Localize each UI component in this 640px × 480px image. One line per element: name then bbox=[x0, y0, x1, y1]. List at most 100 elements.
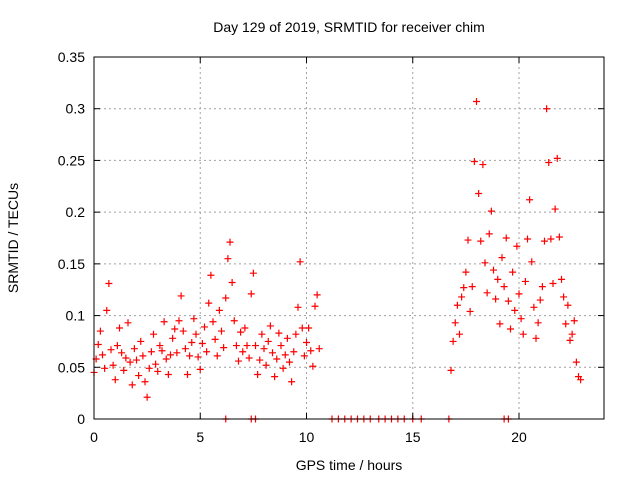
data-point bbox=[447, 366, 455, 374]
x-axis-label: GPS time / hours bbox=[296, 457, 403, 473]
data-point bbox=[247, 290, 255, 298]
data-point bbox=[126, 358, 134, 366]
data-point bbox=[143, 393, 151, 401]
data-point bbox=[451, 319, 459, 327]
data-point bbox=[133, 356, 140, 364]
data-point bbox=[215, 306, 223, 314]
y-tick-label: 0 bbox=[77, 411, 85, 427]
data-point bbox=[541, 237, 548, 245]
x-tick-label: 10 bbox=[299, 429, 315, 445]
data-point bbox=[162, 355, 170, 363]
data-point bbox=[113, 342, 121, 350]
data-point bbox=[547, 235, 555, 243]
data-point bbox=[141, 378, 149, 386]
data-point bbox=[96, 327, 104, 335]
data-point bbox=[122, 354, 130, 362]
data-point bbox=[515, 290, 523, 298]
data-point bbox=[101, 364, 109, 372]
x-tick-label: 20 bbox=[511, 429, 527, 445]
data-point bbox=[570, 317, 578, 325]
data-point bbox=[158, 347, 166, 355]
data-point bbox=[298, 324, 306, 332]
data-point bbox=[462, 268, 470, 276]
data-point bbox=[228, 278, 236, 286]
data-point bbox=[294, 303, 302, 311]
chart-title: Day 129 of 2019, SRMTID for receiver chi… bbox=[213, 19, 485, 35]
data-point bbox=[260, 345, 268, 353]
data-point bbox=[564, 301, 572, 309]
data-point bbox=[230, 317, 238, 325]
data-point bbox=[160, 318, 168, 326]
data-point bbox=[124, 319, 132, 327]
data-point bbox=[179, 327, 187, 335]
data-point bbox=[107, 346, 115, 354]
data-point bbox=[502, 234, 510, 242]
data-point bbox=[220, 344, 228, 352]
grid bbox=[94, 57, 604, 419]
data-point bbox=[150, 330, 157, 338]
data-point bbox=[479, 161, 487, 169]
data-point bbox=[271, 373, 279, 381]
x-tick-label: 15 bbox=[405, 429, 421, 445]
data-point bbox=[498, 254, 506, 262]
data-point bbox=[300, 352, 308, 360]
data-point bbox=[485, 230, 493, 238]
data-point bbox=[475, 190, 483, 198]
data-point bbox=[562, 320, 570, 328]
data-point bbox=[190, 315, 198, 323]
data-point bbox=[103, 306, 111, 314]
data-point bbox=[258, 330, 266, 338]
data-point bbox=[464, 236, 472, 244]
data-point bbox=[511, 306, 519, 314]
data-point bbox=[572, 358, 580, 366]
data-point bbox=[473, 97, 480, 105]
data-point bbox=[526, 196, 534, 204]
data-point bbox=[137, 337, 145, 345]
y-axis-label: SRMTID / TECUs bbox=[5, 183, 21, 293]
data-point bbox=[184, 371, 191, 379]
data-point bbox=[519, 330, 527, 338]
data-point bbox=[218, 327, 225, 335]
data-point bbox=[466, 307, 474, 315]
data-point bbox=[266, 322, 274, 330]
x-tick-label: 0 bbox=[90, 429, 98, 445]
y-tick-label: 0.3 bbox=[66, 101, 86, 117]
y-tick-label: 0.1 bbox=[66, 308, 86, 324]
data-point bbox=[130, 345, 138, 353]
data-point bbox=[213, 352, 221, 360]
data-point bbox=[177, 292, 185, 300]
data-point bbox=[477, 237, 485, 245]
data-point bbox=[211, 335, 219, 343]
data-point bbox=[277, 342, 285, 350]
data-point bbox=[205, 299, 213, 307]
data-point bbox=[449, 337, 457, 345]
data-point bbox=[483, 289, 491, 297]
data-point bbox=[173, 349, 181, 357]
data-point bbox=[99, 351, 106, 359]
y-tick-label: 0.25 bbox=[58, 152, 85, 168]
data-point bbox=[530, 303, 538, 311]
data-point bbox=[275, 329, 283, 337]
data-point bbox=[273, 355, 281, 363]
data-point bbox=[470, 157, 478, 165]
data-point bbox=[118, 349, 126, 357]
data-point bbox=[568, 330, 576, 338]
data-point bbox=[534, 319, 542, 327]
data-point bbox=[249, 269, 257, 277]
data-point bbox=[281, 351, 289, 359]
data-point bbox=[169, 334, 177, 342]
data-point bbox=[111, 376, 119, 384]
y-tick-label: 0.35 bbox=[58, 49, 85, 65]
data-point bbox=[94, 341, 102, 349]
data-point bbox=[120, 366, 128, 374]
data-point bbox=[453, 301, 461, 309]
data-point bbox=[507, 325, 514, 333]
data-points bbox=[90, 97, 585, 423]
data-point bbox=[139, 352, 147, 360]
data-point bbox=[264, 337, 272, 345]
data-point bbox=[109, 361, 117, 369]
data-point bbox=[135, 372, 143, 380]
data-point bbox=[254, 371, 262, 379]
data-point bbox=[524, 235, 531, 243]
data-point bbox=[555, 233, 563, 241]
